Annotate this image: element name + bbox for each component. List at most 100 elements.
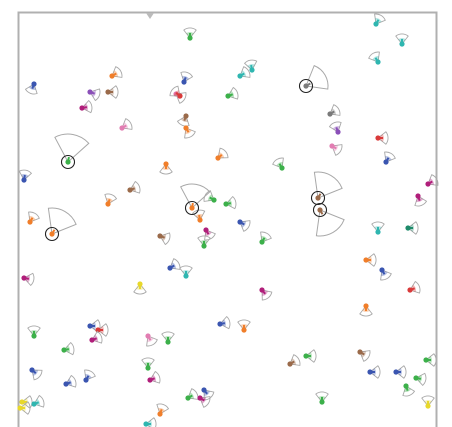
agent[interactable] <box>156 403 170 417</box>
agent[interactable] <box>197 395 211 408</box>
agent[interactable] <box>259 287 273 301</box>
agent[interactable] <box>315 391 329 405</box>
agent[interactable] <box>414 193 428 207</box>
agent[interactable] <box>217 315 231 330</box>
agent[interactable] <box>157 232 171 246</box>
agent[interactable] <box>203 227 216 241</box>
agent[interactable] <box>147 370 161 384</box>
agent[interactable] <box>87 319 101 333</box>
agent[interactable] <box>79 99 93 114</box>
agent[interactable] <box>141 357 155 371</box>
agent-body <box>137 281 143 287</box>
agent[interactable] <box>237 66 251 79</box>
agent[interactable] <box>169 85 183 99</box>
agent[interactable] <box>119 118 133 131</box>
agent[interactable] <box>395 33 409 47</box>
agent[interactable] <box>31 394 45 408</box>
agent-fov-cone <box>18 169 33 181</box>
agent[interactable] <box>421 395 435 409</box>
agent[interactable] <box>368 51 381 65</box>
agent[interactable] <box>225 86 239 100</box>
agent[interactable] <box>159 161 173 175</box>
agent[interactable] <box>27 211 40 225</box>
agent[interactable] <box>27 325 41 339</box>
agent[interactable] <box>363 253 377 267</box>
agent[interactable] <box>371 221 385 235</box>
agent[interactable] <box>237 219 251 232</box>
agent-body <box>147 377 153 383</box>
agent[interactable] <box>109 66 123 79</box>
agent[interactable] <box>197 235 211 249</box>
agent-body <box>19 399 25 405</box>
agent[interactable] <box>393 365 407 379</box>
agent[interactable] <box>29 367 43 381</box>
highlighted-agent[interactable] <box>44 207 77 242</box>
agent[interactable] <box>407 280 421 294</box>
agent[interactable] <box>287 354 301 367</box>
agent[interactable] <box>127 180 141 194</box>
agent[interactable] <box>176 113 190 127</box>
agent-body <box>225 93 231 99</box>
agent[interactable] <box>61 341 75 356</box>
agent[interactable] <box>143 417 157 427</box>
highlighted-agent[interactable] <box>310 171 343 206</box>
agent[interactable] <box>63 374 77 388</box>
agent[interactable] <box>243 59 258 73</box>
agent[interactable] <box>328 121 342 135</box>
agent[interactable] <box>167 258 181 271</box>
agent[interactable] <box>237 319 251 333</box>
agent[interactable] <box>329 143 343 156</box>
agent[interactable] <box>183 27 197 41</box>
agent[interactable] <box>413 372 427 387</box>
agent[interactable] <box>327 104 341 117</box>
agent[interactable] <box>357 349 371 362</box>
agent[interactable] <box>24 81 38 95</box>
agent[interactable] <box>359 303 373 317</box>
agent-body <box>279 165 285 171</box>
agent-body <box>127 187 133 193</box>
agent[interactable] <box>145 333 158 347</box>
agent-body <box>405 225 411 231</box>
agent[interactable] <box>272 157 285 171</box>
agent-fov-cone <box>384 151 396 163</box>
agent-fov-cone <box>28 211 40 223</box>
agent[interactable] <box>180 71 194 85</box>
agent-fov-cone <box>19 401 31 415</box>
agent[interactable] <box>405 221 419 235</box>
agent[interactable] <box>89 330 103 344</box>
agent[interactable] <box>223 195 237 210</box>
highlighted-agent[interactable] <box>298 64 329 94</box>
agent[interactable] <box>303 349 317 363</box>
agent[interactable] <box>21 272 35 287</box>
agent[interactable] <box>161 331 175 345</box>
agent[interactable] <box>375 131 389 145</box>
agent[interactable] <box>259 231 272 245</box>
agent[interactable] <box>105 85 119 99</box>
agent[interactable] <box>425 174 439 187</box>
agent[interactable] <box>95 323 109 337</box>
agent[interactable] <box>402 383 416 397</box>
agent-body <box>237 219 243 225</box>
agent[interactable] <box>215 147 229 161</box>
agent[interactable] <box>183 125 196 139</box>
agent[interactable] <box>185 388 199 401</box>
agent[interactable] <box>17 401 31 415</box>
agent[interactable] <box>179 265 193 279</box>
agent[interactable] <box>379 267 392 281</box>
highlighted-agent[interactable] <box>54 133 90 170</box>
agent[interactable] <box>87 88 101 102</box>
agent-fov-cone <box>33 394 45 408</box>
agent-body <box>203 227 209 233</box>
agent[interactable] <box>367 365 381 379</box>
agent[interactable] <box>133 281 147 295</box>
agent[interactable] <box>83 369 96 383</box>
highlighted-agent[interactable] <box>180 183 211 216</box>
highlighted-agent[interactable] <box>312 202 345 237</box>
agent[interactable] <box>423 353 437 367</box>
agent[interactable] <box>383 151 396 165</box>
agent[interactable] <box>18 169 33 183</box>
agent[interactable] <box>104 193 118 207</box>
agent[interactable] <box>373 13 386 27</box>
agent[interactable] <box>191 209 206 223</box>
agent[interactable] <box>203 190 217 203</box>
